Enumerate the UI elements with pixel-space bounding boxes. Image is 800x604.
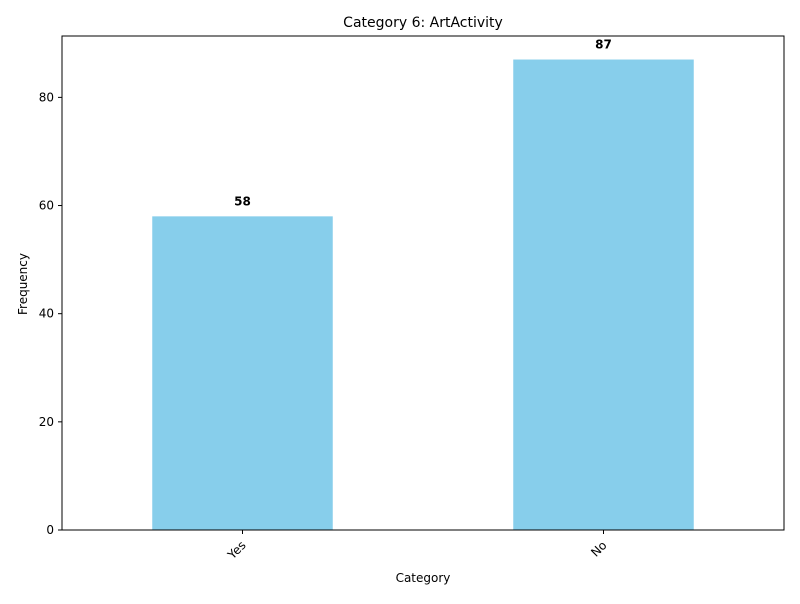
- x-tick-label-no: No: [588, 538, 609, 559]
- x-tick-label-yes: Yes: [224, 538, 248, 562]
- bar-yes: [152, 216, 333, 530]
- x-axis-label: Category: [396, 571, 451, 585]
- y-tick-label-80: 80: [39, 90, 54, 104]
- y-tick-label-40: 40: [39, 307, 54, 321]
- bar-no: [513, 59, 694, 531]
- data-label-yes: 58: [234, 194, 251, 208]
- y-tick-label-60: 60: [39, 199, 54, 213]
- plot-frame: [61, 35, 785, 531]
- y-axis-label: Frequency: [16, 253, 30, 315]
- y-tick-label-0: 0: [46, 523, 54, 537]
- y-tick-label-20: 20: [39, 415, 54, 429]
- data-label-no: 87: [595, 38, 612, 52]
- chart-title: Category 6: ArtActivity: [343, 15, 503, 31]
